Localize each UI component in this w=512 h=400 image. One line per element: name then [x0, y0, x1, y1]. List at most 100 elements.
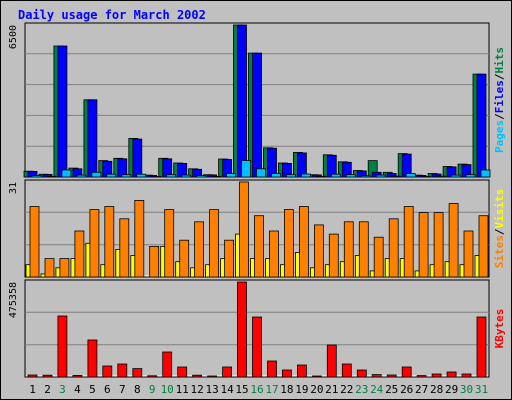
- series-legend-hits_files_pages: Pages/Files/Hits: [493, 47, 506, 153]
- bar-sites-day-29: [448, 203, 459, 278]
- legend-part: /: [493, 73, 506, 80]
- legend-part: Hits: [493, 47, 506, 74]
- legend-part: Visits: [493, 189, 506, 229]
- bar-kbytes-day-23: [356, 369, 367, 378]
- legend-part: /: [493, 228, 506, 235]
- bar-files-day-31: [476, 73, 487, 178]
- bar-files-day-16: [252, 52, 262, 178]
- bar-sites-day-4: [74, 230, 85, 278]
- x-tick-label: 31: [475, 383, 488, 396]
- bar-sites-day-19: [298, 206, 309, 278]
- bar-kbytes-day-22: [341, 363, 352, 378]
- bar-pages-day-3: [61, 169, 72, 178]
- bar-sites-day-22: [343, 221, 354, 278]
- x-tick-label: 5: [89, 383, 96, 396]
- bar-sites-day-16: [254, 215, 264, 278]
- x-tick-label: 1: [29, 383, 36, 396]
- bar-kbytes-day-4: [72, 374, 83, 378]
- bar-kbytes-day-11: [177, 366, 188, 378]
- x-tick-label: 3: [59, 383, 66, 396]
- x-tick-label: 27: [415, 383, 428, 396]
- bar-files-day-7: [117, 158, 128, 178]
- x-tick-label: 30: [460, 383, 473, 396]
- bar-pages-day-16: [256, 168, 266, 178]
- x-tick-label: 22: [340, 383, 353, 396]
- bar-pages-day-7: [121, 174, 132, 178]
- x-tick-label: 18: [280, 383, 293, 396]
- x-tick-label: 23: [355, 383, 368, 396]
- bar-sites-day-30: [463, 230, 474, 278]
- bar-sites-day-3: [59, 258, 70, 278]
- bar-sites-day-8: [134, 199, 145, 278]
- bar-sites-day-23: [358, 221, 369, 278]
- legend-part: KBytes: [493, 309, 506, 349]
- bar-files-day-8: [132, 138, 143, 178]
- bar-pages-day-9: [151, 176, 162, 178]
- bar-sites-day-6: [104, 206, 115, 278]
- bar-kbytes-day-18: [281, 369, 292, 378]
- bar-kbytes-day-12: [192, 374, 203, 378]
- bar-kbytes-day-1: [27, 374, 38, 378]
- bar-sites-day-1: [29, 206, 40, 278]
- legend-part: Pages: [493, 120, 506, 153]
- bar-pages-day-11: [181, 174, 192, 178]
- series-legend-kbytes: KBytes: [493, 309, 506, 349]
- x-tick-label: 11: [176, 383, 189, 396]
- bar-kbytes-day-29: [446, 371, 457, 378]
- bar-pages-day-31: [480, 169, 491, 178]
- bar-kbytes-day-2: [42, 374, 53, 378]
- bar-pages-day-25: [390, 175, 401, 178]
- bar-kbytes-day-14: [222, 366, 233, 378]
- bar-pages-day-8: [136, 173, 147, 178]
- x-tick-label: 19: [295, 383, 308, 396]
- bar-files-day-19: [296, 152, 307, 178]
- bar-sites-day-17: [269, 230, 279, 278]
- bar-pages-day-4: [76, 174, 87, 178]
- x-tick-label: 2: [44, 383, 51, 396]
- bar-kbytes-day-5: [87, 339, 98, 378]
- chart-title: Daily usage for March 2002: [18, 8, 206, 22]
- legend-part: Sites: [493, 235, 506, 268]
- bar-sites-day-20: [313, 224, 324, 278]
- bar-kbytes-day-3: [57, 315, 68, 378]
- bar-pages-day-13: [211, 175, 222, 178]
- bar-kbytes-day-9: [147, 375, 158, 378]
- bar-kbytes-day-20: [311, 375, 322, 378]
- x-tick-label: 15: [235, 383, 248, 396]
- bar-pages-day-10: [166, 174, 177, 178]
- bar-pages-day-17: [271, 173, 281, 178]
- bar-sites-day-27: [418, 212, 429, 278]
- bar-pages-day-20: [315, 175, 326, 178]
- bar-kbytes-day-13: [207, 375, 218, 378]
- bar-sites-day-26: [403, 206, 414, 278]
- bar-sites-day-11: [179, 239, 190, 278]
- bar-pages-day-19: [300, 173, 311, 178]
- x-tick-label: 28: [430, 383, 443, 396]
- bar-sites-day-7: [119, 218, 130, 278]
- x-tick-label: 9: [149, 383, 156, 396]
- legend-part: Files: [493, 80, 506, 113]
- x-tick-label: 29: [445, 383, 458, 396]
- bar-pages-day-18: [285, 174, 296, 178]
- bar-sites-day-28: [433, 212, 444, 278]
- bar-sites-day-24: [373, 236, 384, 278]
- x-tick-label: 21: [325, 383, 338, 396]
- bar-pages-day-14: [226, 173, 237, 178]
- bar-kbytes-day-26: [401, 366, 412, 378]
- bar-pages-day-2: [46, 175, 57, 178]
- x-tick-label: 10: [161, 383, 174, 396]
- x-tick-label: 6: [104, 383, 111, 396]
- bar-sites-day-9: [149, 245, 160, 278]
- bar-pages-day-26: [405, 173, 416, 178]
- bar-kbytes-day-21: [326, 344, 337, 378]
- bar-files-day-21: [326, 154, 337, 178]
- x-tick-label: 8: [134, 383, 141, 396]
- series-legend-visits_sites: Sites/Visits: [493, 189, 506, 269]
- bar-pages-day-30: [465, 174, 476, 178]
- bar-pages-day-22: [345, 174, 356, 178]
- ymax-label-hits_files_pages: 6500: [8, 25, 19, 49]
- bar-sites-day-10: [164, 209, 175, 278]
- bar-sites-day-25: [388, 218, 399, 278]
- bar-pages-day-28: [435, 175, 446, 178]
